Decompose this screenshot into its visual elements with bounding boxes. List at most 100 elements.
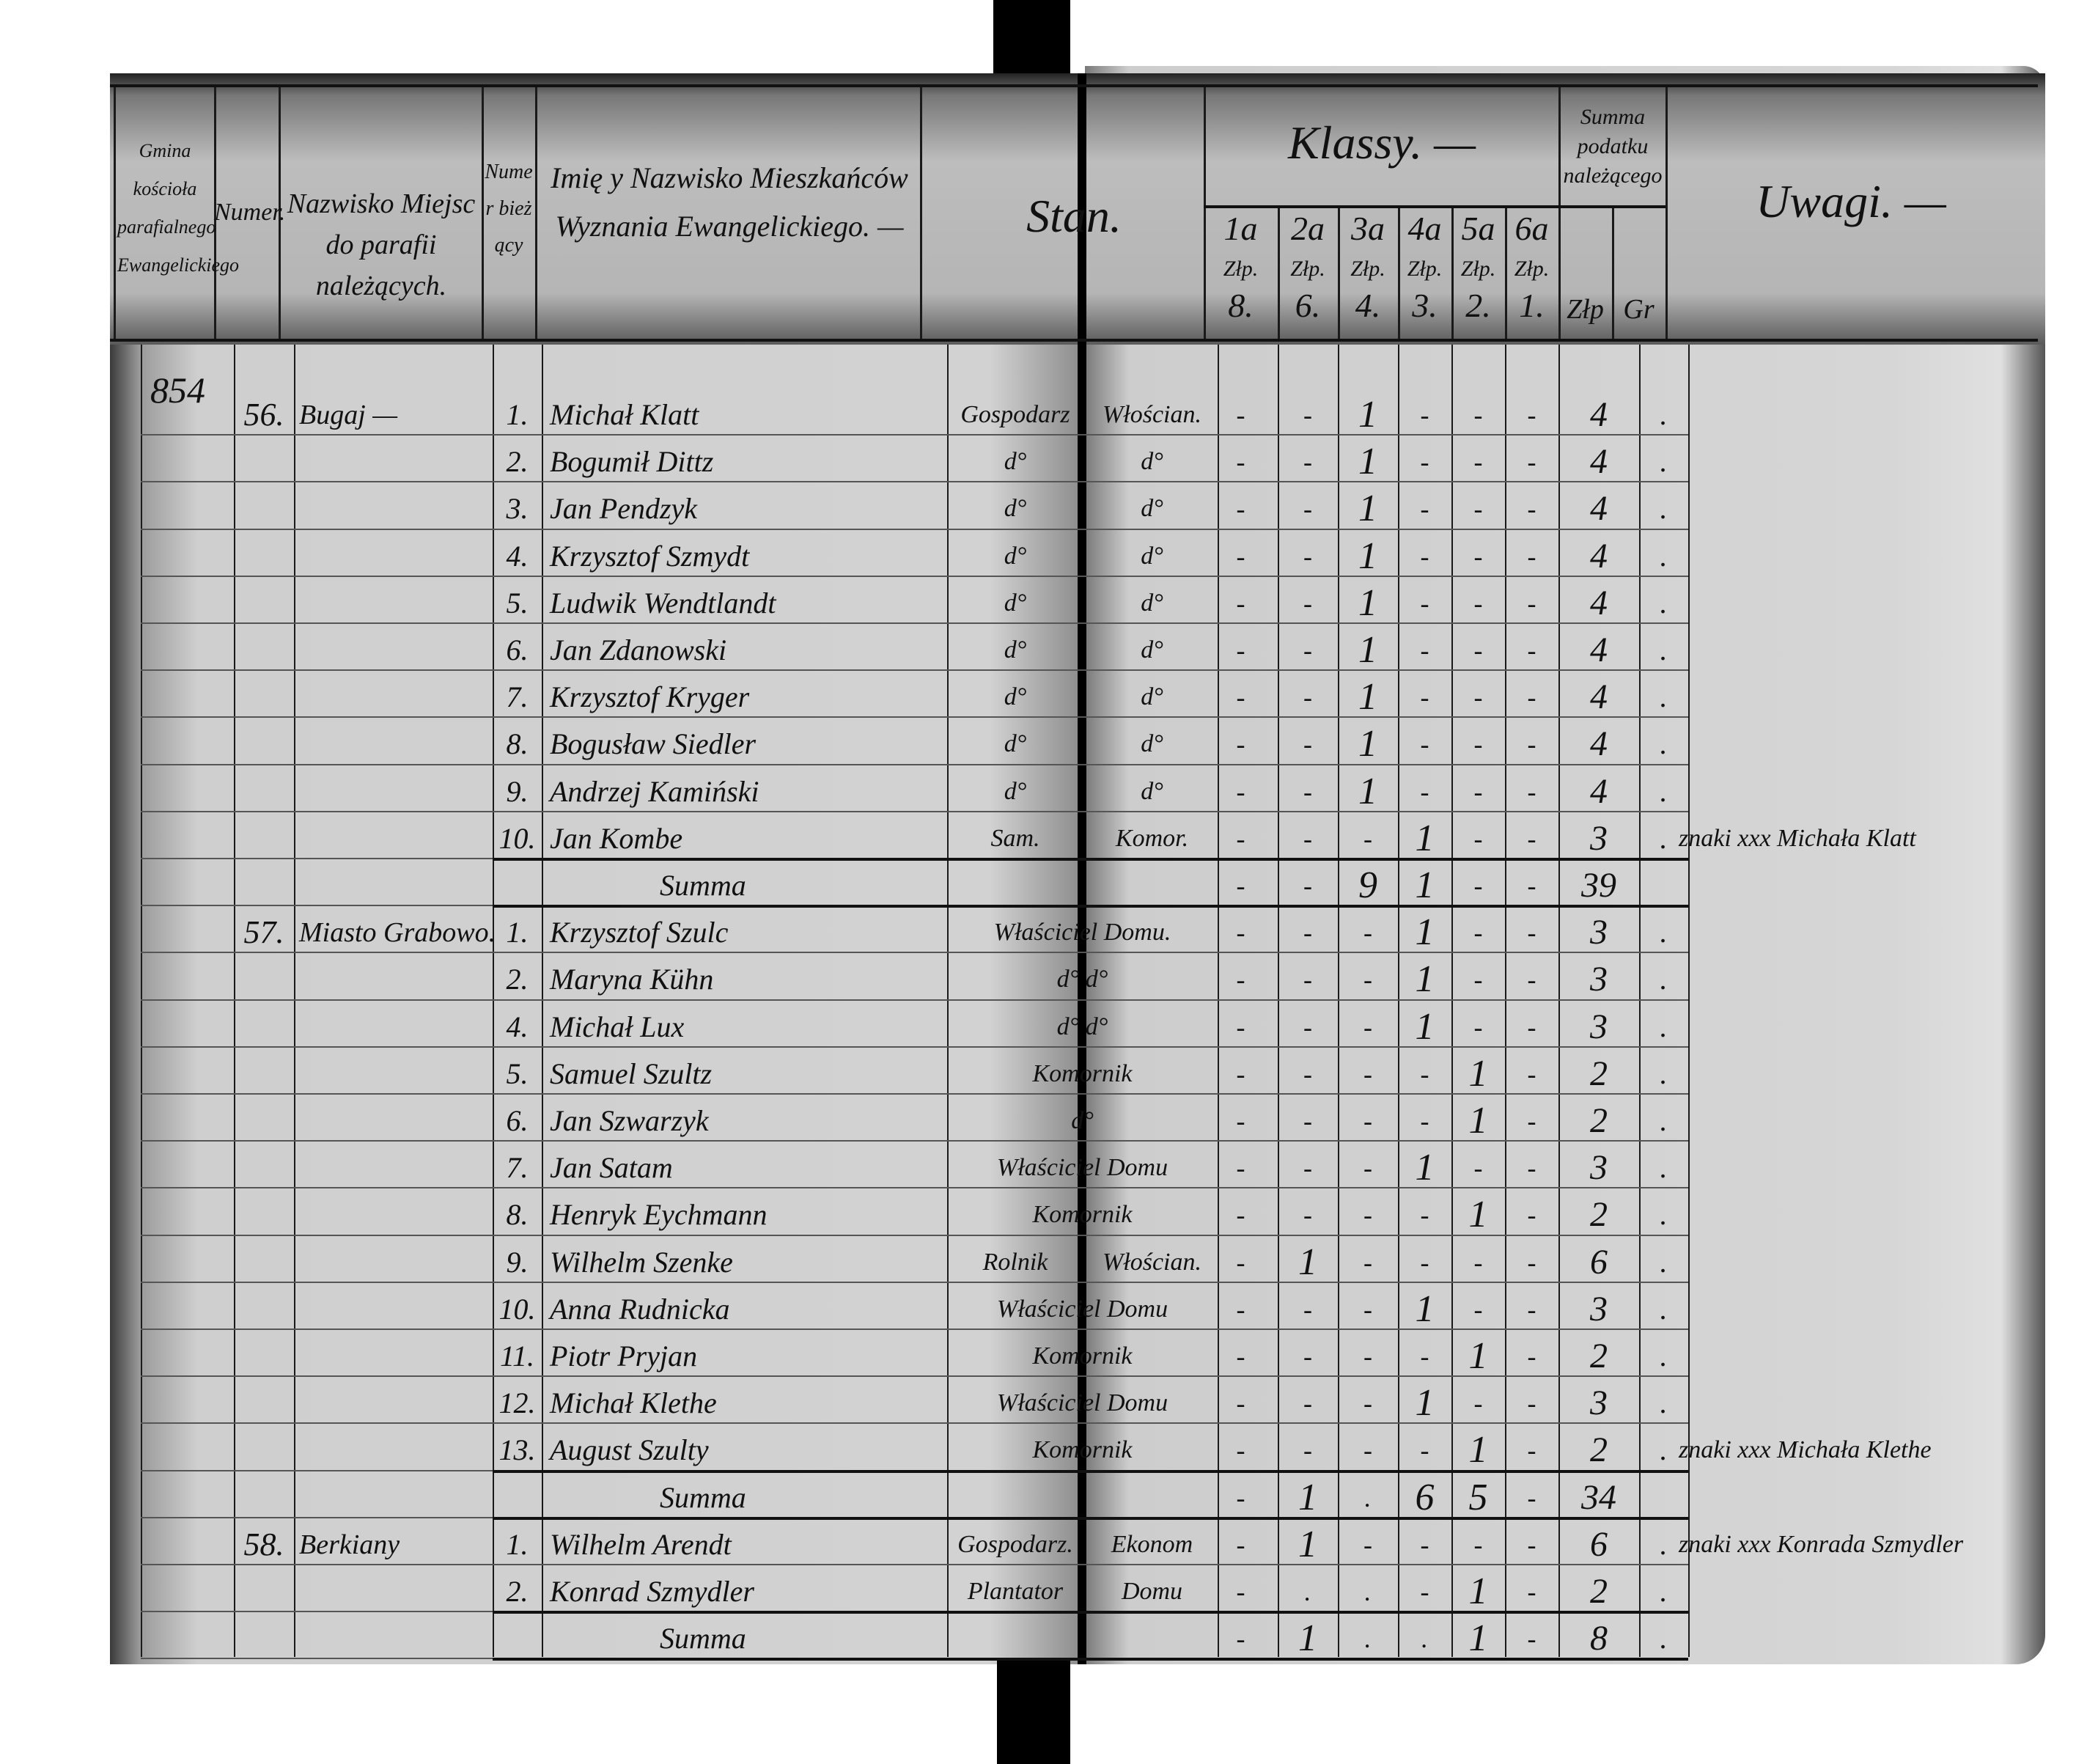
tax-gr-value: . (1660, 1339, 1668, 1372)
class-value: 9 (1358, 864, 1377, 906)
row-number: 8. (506, 727, 529, 761)
class-value: - (1303, 1200, 1312, 1230)
class-value: . (1364, 1624, 1372, 1654)
tax-gr-value: . (1660, 821, 1668, 855)
class-value: - (1473, 400, 1483, 430)
row-rule-total (493, 1469, 1688, 1473)
status-primary: d° (1004, 542, 1027, 570)
row-number: 7. (506, 1151, 529, 1185)
class-value: 1 (1298, 1476, 1317, 1518)
class-value: - (1236, 1106, 1245, 1136)
tax-zl-value: 2 (1590, 1101, 1608, 1140)
row-number: 5. (506, 586, 529, 620)
class-value: - (1363, 1200, 1372, 1230)
row-number: 9. (506, 774, 529, 808)
row-rule (141, 1187, 1688, 1189)
remark-text: znaki xxx Michała Klatt (1679, 824, 1916, 852)
class-value: 1 (1358, 723, 1377, 765)
row-rule-total (493, 1658, 1688, 1661)
class-value: - (1527, 776, 1536, 806)
class-value: - (1420, 1577, 1429, 1606)
status-primary: d° (1071, 1107, 1094, 1134)
class-value: - (1236, 1012, 1245, 1042)
body-column-rule (141, 345, 142, 1657)
status-primary: Sam. (990, 824, 1040, 852)
class-value: 1 (1468, 1617, 1488, 1660)
tax-zl-value: 3 (1590, 1148, 1608, 1188)
header-parish: Gmina kościoła parafialnego Ewangelickie… (117, 140, 240, 276)
resident-name: Ludwik Wendtlandt (550, 586, 776, 620)
row-number: 4. (506, 1010, 529, 1043)
class-header-rate: 2. (1465, 287, 1491, 324)
row-number: 8. (506, 1198, 529, 1232)
header-classes: Klassy. — (1287, 117, 1476, 169)
resident-name: Summa (660, 1480, 746, 1514)
header-subcolumn-rule (1338, 205, 1340, 341)
row-rule (141, 481, 1688, 483)
class-value: - (1527, 1247, 1536, 1277)
row-rule (141, 575, 1688, 577)
status-primary: Właściciel Domu (996, 1389, 1168, 1417)
class-value: . (1421, 1624, 1428, 1654)
class-value: - (1527, 1153, 1536, 1183)
class-value: - (1527, 1577, 1536, 1606)
class-header-label: 5a (1461, 210, 1495, 247)
row-rule (141, 1564, 1688, 1565)
tax-zl-value: 2 (1590, 1195, 1608, 1235)
body-column-rule (294, 345, 295, 1657)
row-rule (141, 810, 1688, 812)
class-value: - (1473, 683, 1483, 713)
tax-zl-value: 3 (1590, 913, 1608, 952)
class-value: - (1420, 730, 1429, 760)
class-value: - (1363, 965, 1372, 995)
tax-zl-value: 3 (1590, 1289, 1608, 1328)
tax-gr-value: . (1660, 1056, 1668, 1090)
status-primary: Właściciel Domu (996, 1295, 1168, 1323)
row-rule (141, 669, 1688, 672)
class-value: - (1363, 1294, 1372, 1324)
resident-name: Krzysztof Szulc (550, 916, 729, 949)
header-column-rule (482, 84, 484, 341)
row-number: 6. (506, 633, 529, 666)
class-value: - (1473, 1153, 1483, 1183)
tax-zl-value: 2 (1590, 1337, 1608, 1375)
row-number: 10. (498, 1292, 536, 1326)
class-value: - (1236, 1482, 1245, 1513)
class-value: - (1236, 1389, 1245, 1419)
class-header-rate: 4. (1355, 287, 1381, 324)
tax-zl-value: 4 (1590, 395, 1608, 434)
class-value: - (1303, 823, 1312, 853)
class-value: 1 (1358, 629, 1377, 671)
class-value: - (1527, 1624, 1536, 1654)
status-secondary: Włościan. (1102, 1248, 1202, 1276)
resident-name: Wilhelm Arendt (550, 1527, 732, 1561)
resident-name: Henryk Eychmann (550, 1198, 768, 1232)
tax-gr-value: . (1660, 963, 1668, 996)
status-primary: Komornik (1032, 1059, 1133, 1087)
class-value: - (1473, 1294, 1483, 1324)
tax-gr-value: . (1660, 633, 1668, 666)
header-column-rule (1665, 84, 1668, 341)
class-value: 1 (1468, 1052, 1488, 1095)
class-value: 1 (1358, 581, 1377, 624)
status-secondary: Domu (1121, 1578, 1183, 1605)
tax-zl-value: 4 (1590, 677, 1608, 717)
class-header-unit: Złp. (1407, 257, 1443, 281)
header-column-rule (535, 84, 537, 341)
class-value: - (1420, 588, 1429, 618)
status-secondary: d° (1141, 636, 1163, 664)
row-number: 2. (506, 445, 529, 479)
class-value: - (1303, 541, 1312, 571)
class-value: - (1420, 1059, 1429, 1089)
row-number: 2. (506, 1575, 529, 1608)
row-rule (141, 1328, 1688, 1330)
tax-gr-value: . (1660, 1575, 1668, 1608)
row-rule (141, 434, 1688, 436)
resident-name: Samuel Szultz (550, 1056, 713, 1090)
header-column-rule (279, 84, 281, 341)
status-primary: Właściciel Domu. (993, 919, 1171, 947)
class-value: - (1236, 965, 1245, 995)
status-primary: Komornik (1032, 1436, 1133, 1464)
tax-gr-value: . (1660, 1527, 1668, 1561)
